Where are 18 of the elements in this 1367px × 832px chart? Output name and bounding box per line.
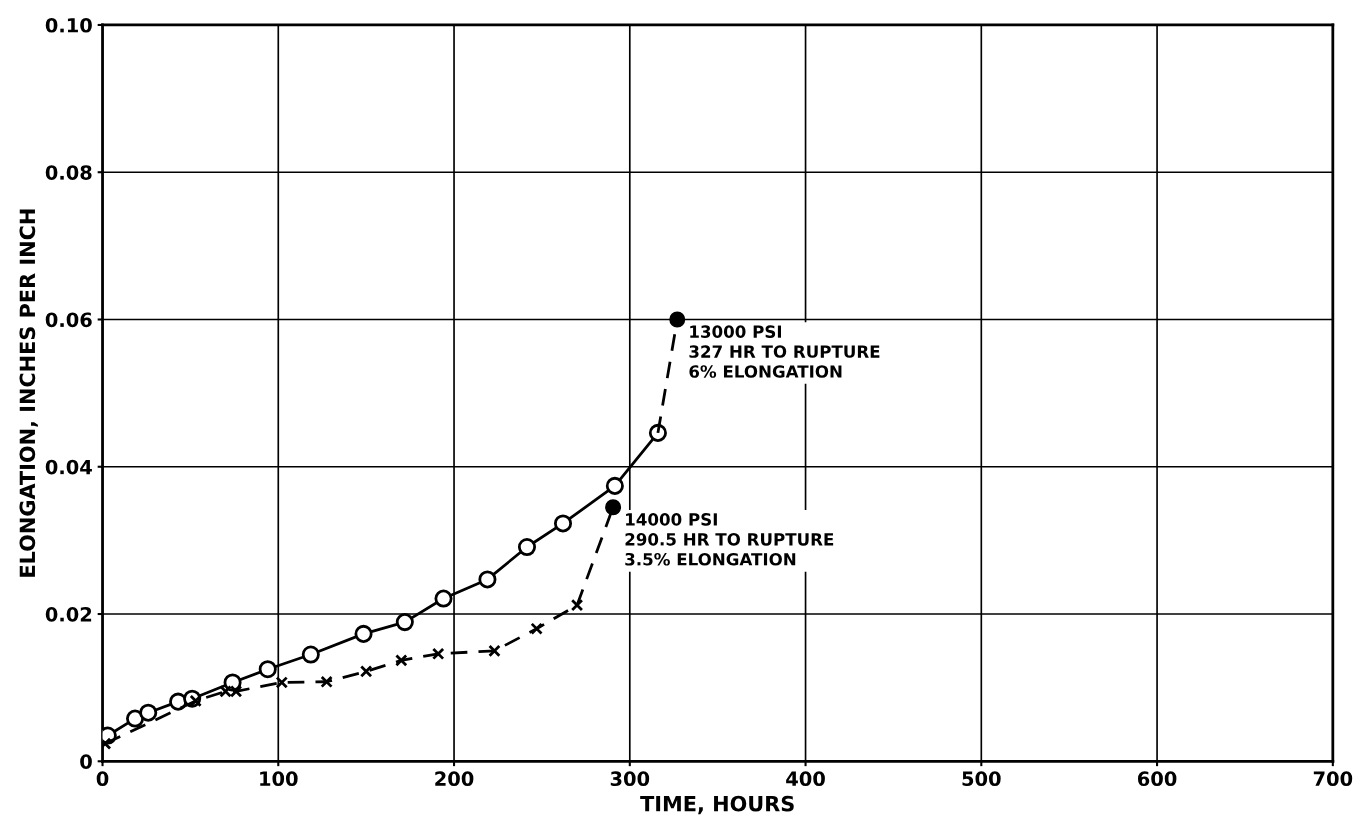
x-tick-label: 200 xyxy=(435,771,474,787)
annotation: 14000 PSI 290.5 HR TO RUPTURE 3.5% ELONGATION xyxy=(625,513,834,566)
x-tick-label: 400 xyxy=(786,771,825,787)
x-tick-label: 100 xyxy=(260,771,298,787)
y-tick-label: 0.08 xyxy=(45,165,92,180)
annotation: 13000 PSI 327 HR TO RUPTURE 6% ELONGATION xyxy=(689,325,880,378)
x-tick-label: 500 xyxy=(962,771,1001,787)
y-tick-label: 0 xyxy=(80,754,92,769)
y-tick-label: 0.02 xyxy=(45,606,92,622)
y-axis-title: ELONGATION, INCHES PER INCH xyxy=(19,209,38,577)
x-tick-label: 300 xyxy=(610,771,650,787)
x-axis-title: TIME, HOURS xyxy=(640,795,794,815)
y-tick-label: 0.04 xyxy=(45,459,92,475)
y-tick-label: 0.10 xyxy=(45,17,92,33)
x-tick-label: 600 xyxy=(1137,771,1177,787)
x-tick-label: 0 xyxy=(96,771,109,787)
y-tick-label: 0.06 xyxy=(45,312,92,328)
x-tick-label: 700 xyxy=(1313,771,1353,787)
